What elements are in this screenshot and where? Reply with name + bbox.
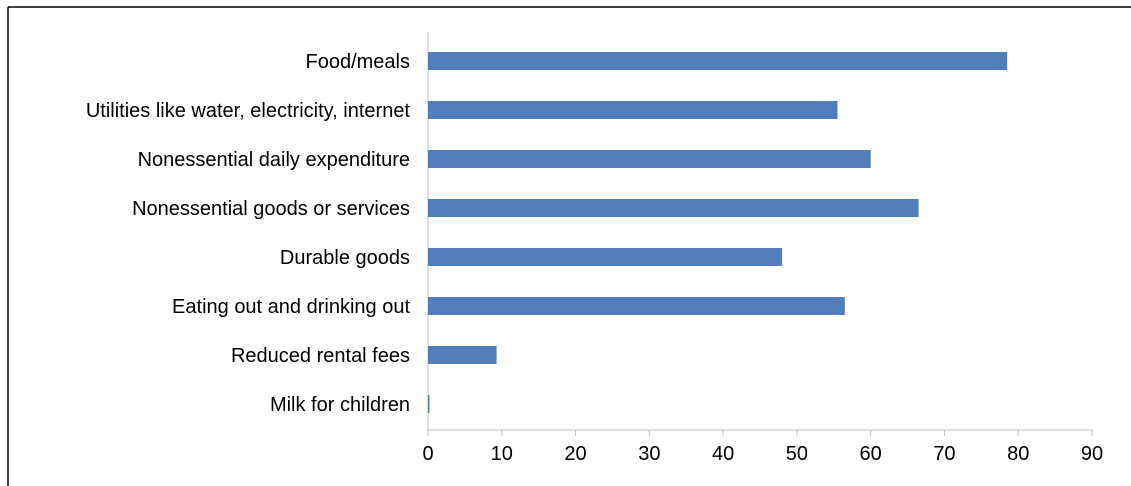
bar (428, 395, 430, 413)
x-tick-label: 90 (1081, 443, 1103, 465)
x-tick-label: 20 (564, 443, 586, 465)
category-label: Food/meals (306, 51, 411, 73)
axis-group (427, 32, 1093, 436)
category-label: Utilities like water, electricity, inter… (86, 100, 411, 122)
bar (428, 150, 871, 168)
x-tick-label: 30 (638, 443, 660, 465)
x-tick-labels: 0 10 20 30 40 50 60 70 80 90 (422, 443, 1103, 465)
bar (428, 248, 783, 266)
x-tick-label: 80 (1007, 443, 1029, 465)
x-tick-label: 50 (786, 443, 808, 465)
category-label: Reduced rental fees (231, 345, 410, 367)
category-label: Nonessential daily expenditure (138, 149, 410, 171)
x-tick-label: 60 (860, 443, 882, 465)
x-tick-label: 10 (491, 443, 513, 465)
bar (428, 346, 497, 364)
category-label: Eating out and drinking out (172, 296, 410, 318)
x-tick-label: 70 (933, 443, 955, 465)
category-label: Milk for children (270, 394, 410, 416)
category-label: Durable goods (280, 247, 410, 269)
bars-group (428, 52, 1008, 413)
bar (428, 101, 838, 119)
bar (428, 199, 919, 217)
bar (428, 297, 845, 315)
x-tick-label: 40 (712, 443, 734, 465)
category-label: Nonessential goods or services (132, 198, 410, 220)
x-tick-label: 0 (422, 443, 433, 465)
bar (428, 52, 1008, 70)
category-labels: Food/meals Utilities like water, electric… (86, 51, 411, 416)
